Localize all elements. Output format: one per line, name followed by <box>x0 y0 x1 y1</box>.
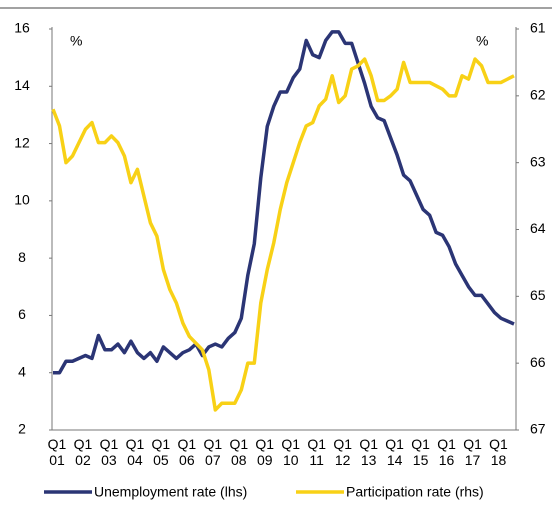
x-tick-label: Q1 15 <box>411 436 430 468</box>
x-tick-label: Q1 14 <box>385 436 404 468</box>
x-tick-label: Q1 13 <box>359 436 378 468</box>
y2-tick-label: 65 <box>530 287 546 303</box>
legend-label: Unemployment rate (lhs) <box>94 484 247 500</box>
x-tick-label: Q1 02 <box>73 436 93 468</box>
x-tick-label: Q1 06 <box>177 436 197 468</box>
y2-tick-label: 66 <box>530 354 546 370</box>
y-tick-label: 10 <box>14 192 30 208</box>
y2-tick-label: 64 <box>530 220 546 236</box>
x-tick-label: Q1 17 <box>463 436 482 468</box>
y2-tick-label: 63 <box>530 153 546 169</box>
y-tick-label: 16 <box>14 20 30 36</box>
y-tick-label: 2 <box>18 421 26 437</box>
x-tick-label: Q1 12 <box>333 436 353 468</box>
x-tick-label: Q1 08 <box>229 436 249 468</box>
x-tick-label: Q1 18 <box>489 436 508 468</box>
x-tick-label: Q1 05 <box>151 436 171 468</box>
y-tick-label: 8 <box>18 249 26 265</box>
y-tick-label: 6 <box>18 306 26 322</box>
legend-label: Participation rate (rhs) <box>346 484 484 500</box>
y2-tick-label: 61 <box>530 20 546 36</box>
x-tick-label: Q1 03 <box>99 436 119 468</box>
series-line <box>53 30 515 375</box>
y2-unit: % <box>476 33 488 49</box>
y-tick-label: 14 <box>14 77 30 93</box>
x-tick-label: Q1 09 <box>255 436 275 468</box>
x-tick-label: Q1 10 <box>281 436 301 468</box>
x-tick-label: Q1 07 <box>203 436 223 468</box>
x-tick-label: Q1 11 <box>307 436 327 468</box>
y-tick-label: 4 <box>18 363 26 379</box>
series-line <box>51 57 515 412</box>
y2-tick-label: 67 <box>530 421 546 437</box>
y-unit: % <box>70 33 82 49</box>
y2-tick-label: 62 <box>530 87 546 103</box>
x-tick-label: Q1 01 <box>47 436 67 468</box>
x-tick-label: Q1 04 <box>125 436 145 468</box>
x-tick-label: Q1 16 <box>437 436 456 468</box>
y-tick-label: 12 <box>14 134 30 150</box>
